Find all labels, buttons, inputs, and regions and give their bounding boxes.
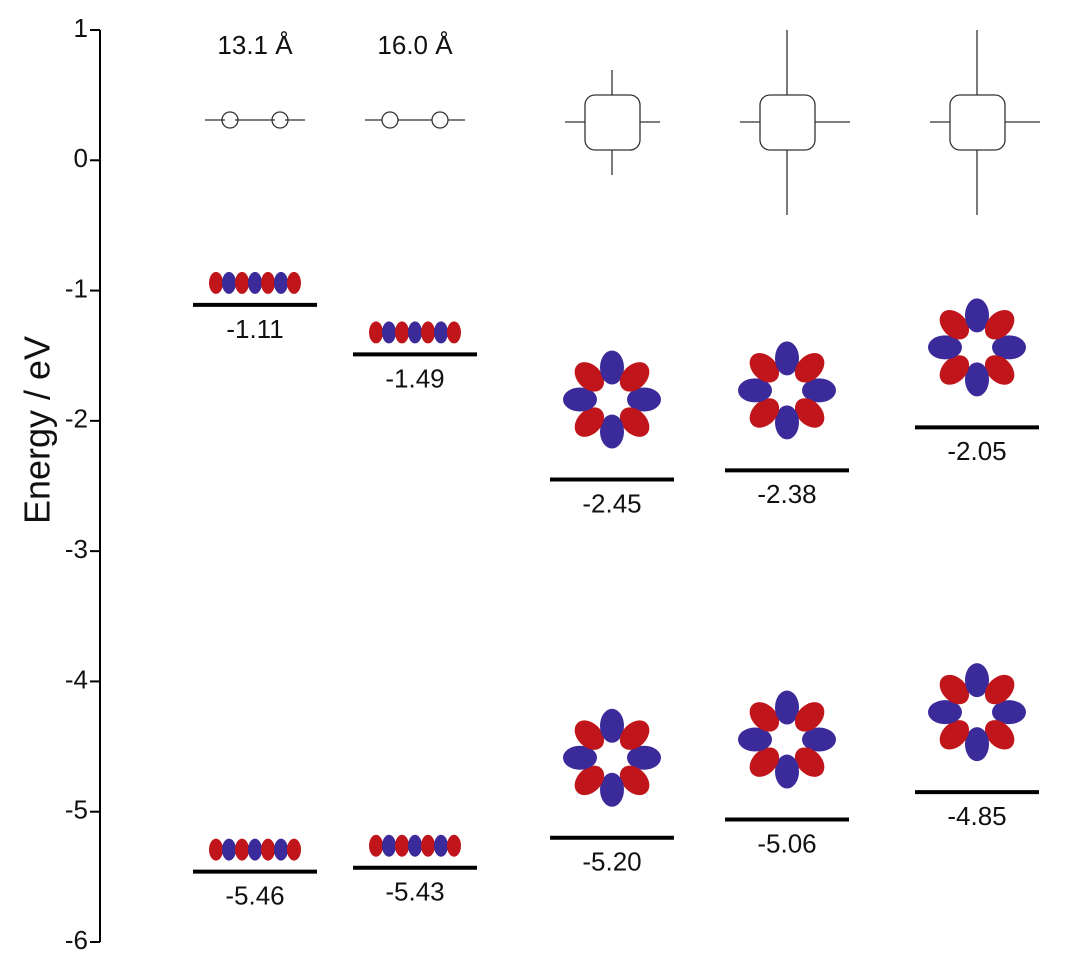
y-tick-label: -1 xyxy=(65,273,88,303)
chart: Energy / eV -6 -5 -4 -3 -2 -1 0 1 13.1 Å 16.0 Å -1… xyxy=(0,0,1073,956)
orbital-lobe xyxy=(408,321,422,343)
column-label: 16.0 Å xyxy=(377,30,453,60)
orbital-lobe xyxy=(287,272,301,294)
value-label: -4.85 xyxy=(947,801,1006,831)
orbital-lobe xyxy=(434,321,448,343)
orbital-lobe xyxy=(274,272,288,294)
value-label: -1.49 xyxy=(385,363,444,393)
orbital-lobe xyxy=(235,839,249,861)
orbital-lobe xyxy=(395,835,409,857)
value-label: -5.43 xyxy=(385,877,444,907)
orbital-lobe xyxy=(395,321,409,343)
value-label: -2.45 xyxy=(582,488,641,518)
orbital-lobe xyxy=(369,321,383,343)
orbital-lobe xyxy=(421,835,435,857)
orbital-lobe xyxy=(248,272,262,294)
orbital-lobe xyxy=(408,835,422,857)
orbital-lobe xyxy=(261,272,275,294)
y-tick-label: -3 xyxy=(65,534,88,564)
molecule-sketches xyxy=(205,30,1040,215)
y-tick-label: 0 xyxy=(74,143,88,173)
y-tick-label: -6 xyxy=(65,925,88,955)
orbital-lobe xyxy=(447,321,461,343)
y-axis-label: Energy / eV xyxy=(17,336,58,524)
orbital-lobe xyxy=(447,835,461,857)
value-label: -2.05 xyxy=(947,436,1006,466)
orbital-lobe xyxy=(222,839,236,861)
value-label: -5.06 xyxy=(757,828,816,858)
y-tick-label: -2 xyxy=(65,404,88,434)
y-tick-label: -5 xyxy=(65,795,88,825)
orbital-lobe xyxy=(382,321,396,343)
orbital-lobe xyxy=(434,835,448,857)
value-label: -1.11 xyxy=(226,314,283,344)
orbital-lobe xyxy=(274,839,288,861)
orbital-lobe xyxy=(369,835,383,857)
orbital-lobe xyxy=(209,272,223,294)
orbital-lobe xyxy=(209,839,223,861)
orbital-lobe xyxy=(235,272,249,294)
orbital-lobe xyxy=(222,272,236,294)
y-tick-label: 1 xyxy=(74,13,88,43)
column-label: 13.1 Å xyxy=(217,30,293,60)
value-label: -2.38 xyxy=(757,479,816,509)
orbital-lobe xyxy=(421,321,435,343)
orbital-lobe xyxy=(287,839,301,861)
y-tick-label: -4 xyxy=(65,664,88,694)
orbital-lobe xyxy=(261,839,275,861)
orbital-lobe xyxy=(248,839,262,861)
value-label: -5.20 xyxy=(582,847,641,877)
value-label: -5.46 xyxy=(225,881,284,911)
orbital-lobe xyxy=(382,835,396,857)
